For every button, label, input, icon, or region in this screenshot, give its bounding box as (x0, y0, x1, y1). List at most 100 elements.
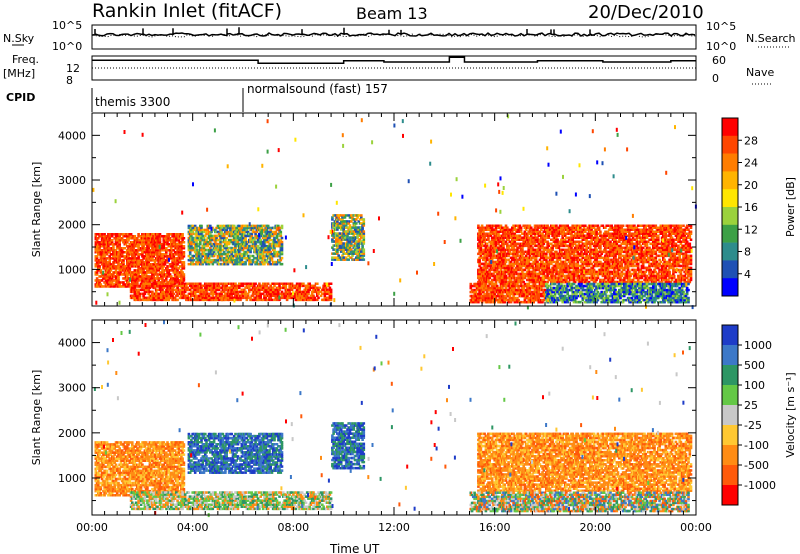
power-cell (521, 260, 524, 264)
power-cell (230, 252, 233, 256)
power-cell (190, 242, 193, 246)
power-cell (182, 263, 186, 266)
power-cell (162, 245, 166, 248)
power-cell (235, 256, 238, 260)
power-cell (499, 246, 503, 250)
power-cell (137, 279, 140, 282)
power-cell (244, 286, 247, 290)
power-cell (490, 280, 494, 284)
power-cell (484, 268, 488, 272)
power-cell (495, 276, 499, 280)
power-cell (162, 286, 166, 290)
power-cell (225, 296, 228, 300)
power-cell (153, 279, 157, 282)
power-cell (109, 247, 113, 250)
power-cell (109, 257, 113, 260)
power-cell (178, 253, 182, 256)
power-cell (495, 274, 499, 278)
power-cell (542, 270, 546, 274)
power-cell (485, 232, 489, 235)
power-cell (112, 279, 115, 282)
power-cell (107, 275, 110, 278)
power-cell (119, 267, 123, 270)
power-cell (152, 263, 155, 266)
power-cell (115, 233, 119, 236)
power-cell (136, 239, 139, 242)
power-cell (537, 262, 541, 266)
power-cell (279, 234, 283, 238)
power-cell (196, 296, 199, 300)
power-cell (144, 241, 148, 244)
power-cell (256, 234, 260, 238)
power-cell (206, 260, 210, 264)
power-cell (214, 240, 217, 244)
power-cell (138, 284, 142, 288)
power-cell (244, 294, 247, 298)
power-cell (118, 243, 121, 246)
power-cell (250, 246, 254, 250)
power-cell (249, 250, 252, 254)
power-cell (503, 228, 507, 231)
power-cell (507, 268, 510, 272)
power-cell (183, 286, 187, 290)
power-cell (104, 273, 108, 276)
power-cell (248, 290, 251, 294)
power-cell (156, 251, 159, 254)
power-cell (511, 270, 514, 274)
power-cell (288, 284, 291, 288)
power-cell (551, 272, 554, 276)
power-cell (129, 233, 133, 236)
power-cell (152, 269, 155, 272)
power-cell (499, 224, 503, 227)
power-cell (256, 258, 260, 262)
power-cell (133, 277, 137, 280)
power-cell (358, 238, 362, 241)
power-cell (523, 238, 527, 241)
power-cell (193, 292, 197, 296)
power-cell (492, 260, 495, 264)
power-cell (256, 286, 260, 290)
power-cell (528, 240, 532, 243)
power-cell (124, 271, 128, 274)
power-cell (531, 270, 534, 274)
power-cell (202, 288, 206, 292)
power-cell (521, 242, 524, 246)
power-cell (126, 237, 129, 240)
power-cell (484, 234, 488, 237)
power-cell (175, 288, 178, 292)
power-cell (112, 263, 115, 266)
power-cell (338, 242, 342, 245)
power-cell (137, 247, 140, 250)
power-cell (112, 273, 115, 276)
power-cell (263, 228, 266, 232)
power-cell (547, 230, 551, 233)
power-cell (181, 290, 184, 294)
power-cell (137, 245, 140, 248)
power-cell (503, 256, 507, 260)
power-cell (550, 242, 553, 246)
power-cell (152, 243, 155, 246)
power-cell (518, 224, 522, 227)
power-cell (274, 294, 278, 298)
power-cell (287, 282, 290, 285)
power-cell (534, 254, 538, 258)
power-cell (182, 273, 186, 276)
power-cell (485, 242, 489, 246)
power-cell (231, 290, 235, 294)
power-cell (232, 238, 236, 242)
power-cell (251, 242, 255, 246)
power-cell (200, 224, 203, 228)
power-cell (310, 284, 314, 288)
power-cell (134, 298, 138, 302)
power-cell (545, 226, 548, 229)
power-cell (186, 282, 189, 285)
power-cell (139, 249, 143, 252)
power-cell (487, 238, 490, 241)
power-cell (360, 216, 363, 219)
power-cell (360, 214, 363, 217)
power-cell (253, 224, 256, 228)
power-cell (477, 252, 480, 256)
power-cell (336, 252, 339, 255)
power-cell (216, 246, 220, 250)
power-cell (158, 241, 162, 244)
